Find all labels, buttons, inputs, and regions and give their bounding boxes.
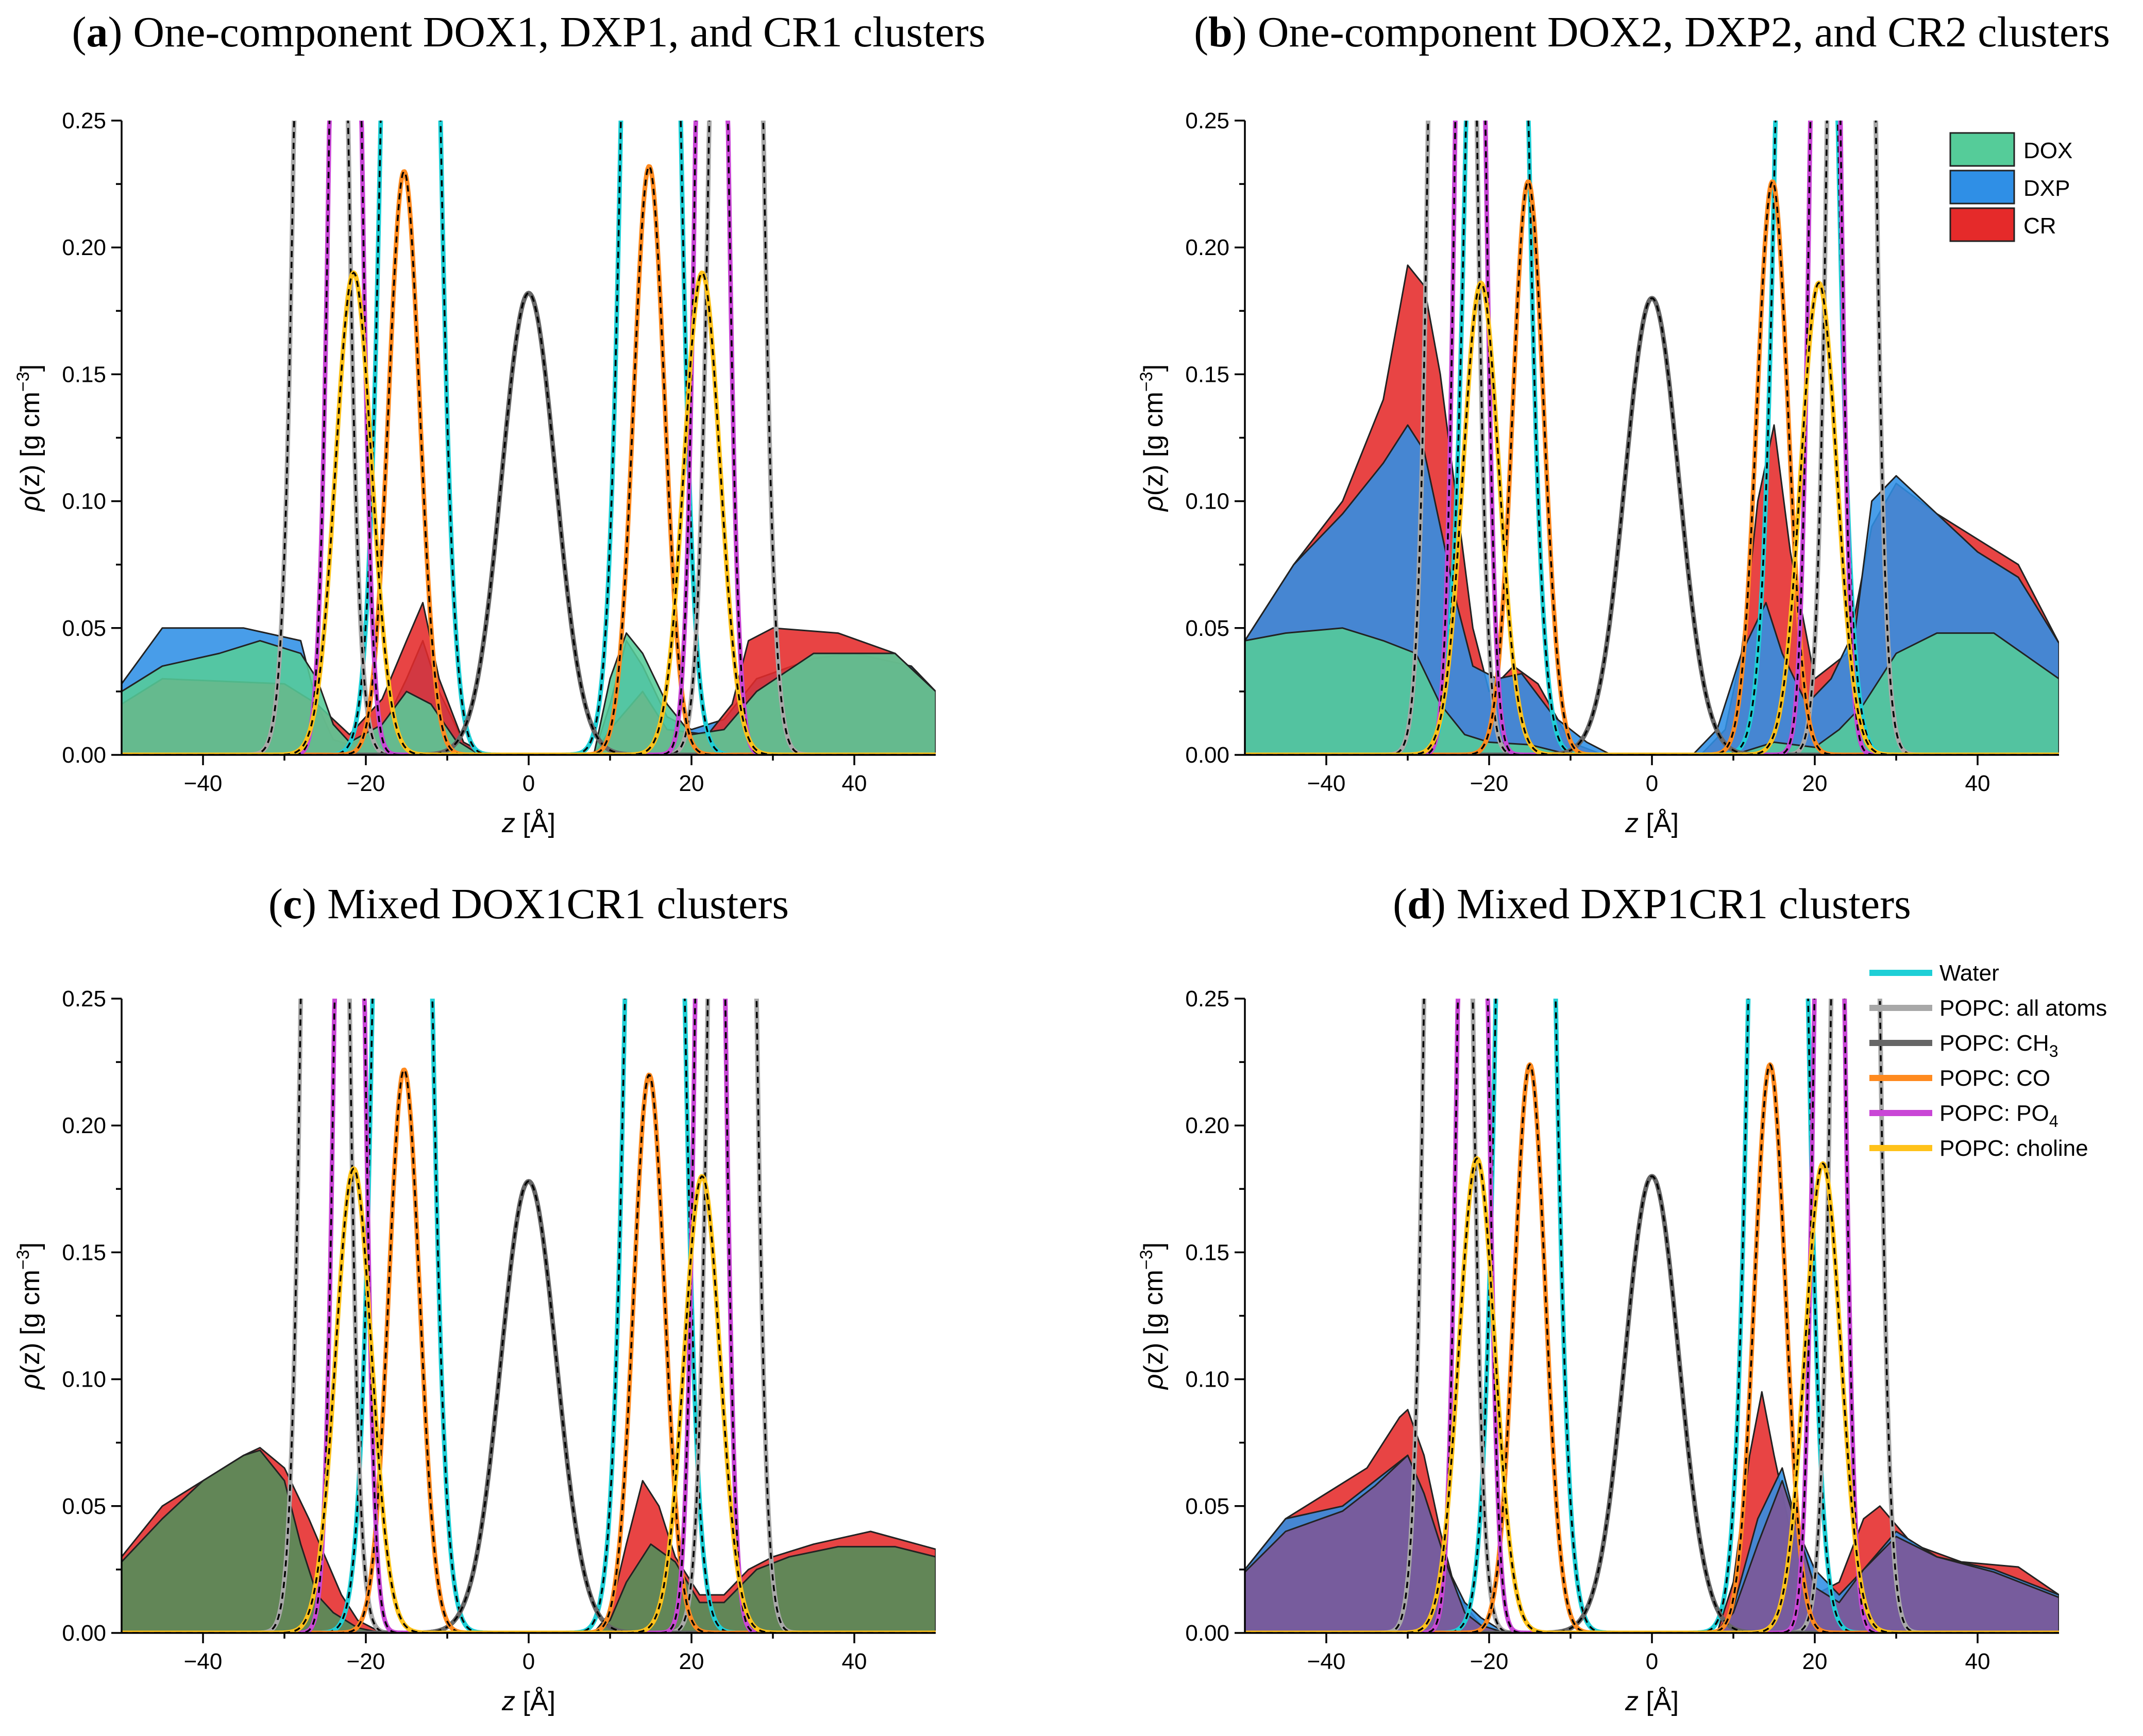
line-popc-ch3-reference xyxy=(1245,297,2059,755)
x-tick-label: 20 xyxy=(1802,771,1828,796)
y-tick-label: 0.05 xyxy=(1185,616,1229,641)
y-tick-label: 0.15 xyxy=(62,362,106,387)
area-dox xyxy=(122,632,936,755)
area-dox xyxy=(122,1450,936,1633)
y-tick-label: 0.15 xyxy=(1185,362,1229,387)
x-tick-label: −20 xyxy=(347,1649,385,1674)
legend-swatch-dxp xyxy=(1949,170,2015,205)
y-tick-label: 0.20 xyxy=(62,235,106,260)
y-tick-label: 0.00 xyxy=(62,1621,106,1646)
x-tick-label: 40 xyxy=(842,771,867,796)
panel-a: (a) One-component DOX1, DXP1, and CR1 cl… xyxy=(13,8,986,838)
y-axis-label: ρ(z) [g cm−3] xyxy=(1137,364,1169,512)
x-tick-label: −20 xyxy=(347,771,385,796)
panel-title: (a) One-component DOX1, DXP1, and CR1 cl… xyxy=(72,8,985,56)
x-axis-label: z [Å] xyxy=(501,1687,555,1716)
y-tick-label: 0.10 xyxy=(62,489,106,514)
plot-area xyxy=(122,121,936,755)
line-popc-ch3-reference xyxy=(1245,1175,2059,1633)
y-axis-label: ρ(z) [g cm−3] xyxy=(13,1242,45,1390)
x-tick-label: −20 xyxy=(1470,771,1509,796)
plot-area xyxy=(1245,999,2059,1633)
line-popc-ch3-reference xyxy=(122,1180,936,1633)
y-tick-label: 0.05 xyxy=(1185,1494,1229,1519)
line-popc-ch3 xyxy=(122,291,936,755)
x-tick-label: −20 xyxy=(1470,1649,1509,1674)
y-tick-label: 0.20 xyxy=(1185,235,1229,260)
y-tick-label: 0.00 xyxy=(1185,743,1229,768)
x-tick-label: 20 xyxy=(679,771,704,796)
legend-label-popc-all-atoms: POPC: all atoms xyxy=(1939,996,2107,1021)
panel-letter: a xyxy=(86,8,108,56)
x-tick-label: 40 xyxy=(1965,771,1990,796)
legend-label-dox: DOX xyxy=(2023,138,2072,163)
legend-label-popc-po: POPC: PO4 xyxy=(1939,1101,2058,1131)
y-tick-label: 0.10 xyxy=(62,1367,106,1392)
plot-area xyxy=(122,999,936,1633)
cluster-legend: DOX DXP CR xyxy=(1949,132,2072,242)
panel-letter: d xyxy=(1407,880,1431,928)
legend-label-cr: CR xyxy=(2023,213,2056,239)
legend-label-popc-co: POPC: CO xyxy=(1939,1066,2050,1091)
y-tick-label: 0.25 xyxy=(62,986,106,1012)
panel-letter: c xyxy=(283,880,302,928)
y-tick-label: 0.20 xyxy=(1185,1113,1229,1138)
panel-c: (c) Mixed DOX1CR1 clusters −40 −20 0 20 40 0.0… xyxy=(13,880,936,1716)
panel-b: (b) One-component DOX2, DXP2, and CR2 cl… xyxy=(1137,8,2110,838)
legend-label-water: Water xyxy=(1939,960,1999,986)
legend-label-popc-ch: POPC: CH3 xyxy=(1939,1031,2058,1060)
y-tick-label: 0.15 xyxy=(1185,1240,1229,1265)
x-tick-label: −40 xyxy=(1307,1649,1346,1674)
panel-title-text: ) One-component DOX1, DXP1, and CR1 clus… xyxy=(108,8,985,56)
y-axis-label: ρ(z) [g cm−3] xyxy=(13,364,45,512)
area-dxp-cr xyxy=(1245,1454,2059,1633)
y-tick-label: 0.15 xyxy=(62,1240,106,1265)
line-legend: Water POPC: all atoms POPC: CH3 POPC: CO POP… xyxy=(1869,960,2107,1161)
panel-title-text: ) Mixed DXP1CR1 clusters xyxy=(1431,880,1911,928)
area-dox xyxy=(1245,627,2059,755)
panel-title: (b) One-component DOX2, DXP2, and CR2 cl… xyxy=(1194,8,2110,56)
panel-title-text: ) Mixed DOX1CR1 clusters xyxy=(302,880,789,928)
y-tick-label: 0.25 xyxy=(1185,108,1229,133)
x-axis-label: z [Å] xyxy=(501,808,555,838)
x-tick-label: −40 xyxy=(184,1649,223,1674)
x-tick-label: 0 xyxy=(1646,1649,1658,1674)
x-axis-label: z [Å] xyxy=(1625,1687,1679,1716)
y-tick-label: 0.00 xyxy=(62,743,106,768)
x-tick-label: −40 xyxy=(184,771,223,796)
y-tick-label: 0.05 xyxy=(62,1494,106,1519)
x-tick-label: 20 xyxy=(1802,1649,1828,1674)
y-tick-label: 0.25 xyxy=(62,108,106,133)
panel-letter: b xyxy=(1208,8,1233,56)
legend-label-popc-choline: POPC: choline xyxy=(1939,1136,2088,1161)
x-tick-label: 40 xyxy=(1965,1649,1990,1674)
y-tick-label: 0.00 xyxy=(1185,1621,1229,1646)
y-tick-label: 0.25 xyxy=(1185,986,1229,1012)
legend-swatch-cr xyxy=(1949,207,2015,242)
x-tick-label: 20 xyxy=(679,1649,704,1674)
y-tick-label: 0.10 xyxy=(1185,1367,1229,1392)
x-tick-label: 0 xyxy=(522,1649,535,1674)
y-tick-label: 0.20 xyxy=(62,1113,106,1138)
panel-title: (c) Mixed DOX1CR1 clusters xyxy=(268,880,789,928)
x-axis-label: z [Å] xyxy=(1625,808,1679,838)
y-axis-label: ρ(z) [g cm−3] xyxy=(1137,1242,1169,1390)
x-tick-label: 0 xyxy=(522,771,535,796)
y-tick-label: 0.05 xyxy=(62,616,106,641)
x-tick-label: 0 xyxy=(1646,771,1658,796)
plot-area xyxy=(1245,121,2059,755)
panel-title-text: ) One-component DOX2, DXP2, and CR2 clus… xyxy=(1233,8,2110,56)
panel-d: (d) Mixed DXP1CR1 clusters −40 −20 0 20 40 0.0… xyxy=(1137,880,2059,1716)
y-tick-label: 0.10 xyxy=(1185,489,1229,514)
x-tick-label: −40 xyxy=(1307,771,1346,796)
panel-title: (d) Mixed DXP1CR1 clusters xyxy=(1393,880,1911,928)
legend-swatch-dox xyxy=(1949,132,2015,167)
legend-label-dxp: DXP xyxy=(2023,176,2070,201)
x-tick-label: 40 xyxy=(842,1649,867,1674)
